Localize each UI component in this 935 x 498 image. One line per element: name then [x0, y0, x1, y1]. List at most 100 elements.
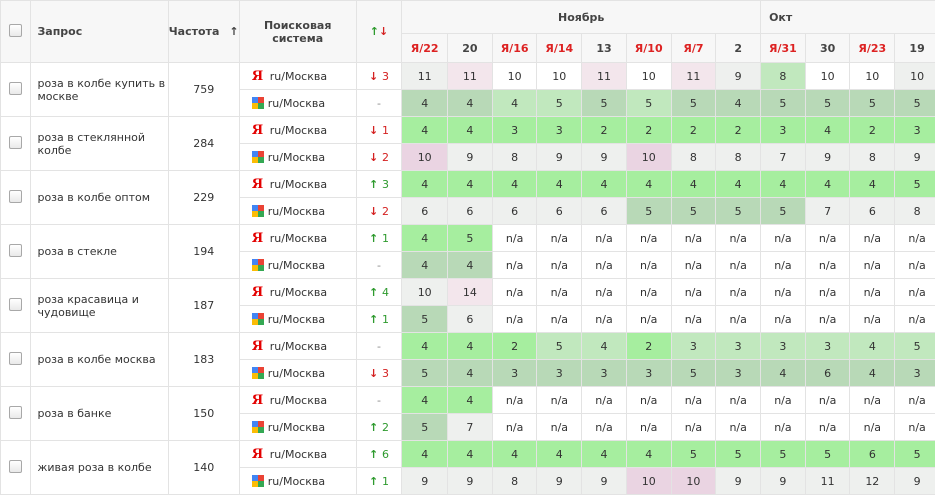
row-checkbox[interactable]: [0, 224, 32, 279]
position-cell: 4: [581, 170, 627, 198]
select-all-checkbox[interactable]: [0, 0, 32, 63]
google-icon: [251, 204, 264, 217]
position-cell: n/a: [581, 386, 627, 414]
position-cell: 4: [715, 89, 762, 117]
position-cell: 4: [536, 170, 583, 198]
position-cell: 9: [536, 467, 583, 495]
date-column-header: Я/7: [670, 33, 717, 63]
query-text: живая роза в колбе: [30, 440, 169, 495]
position-cell: 5: [894, 332, 935, 360]
query-column-header[interactable]: Запрос: [30, 0, 169, 63]
table-row: ru/Москва -4 4 4 5 5 5 5 4 5 5 5 5: [1, 89, 935, 117]
position-cell: n/a: [894, 224, 935, 252]
date-column-header: 30: [804, 33, 851, 63]
trend-value: 3: [381, 366, 389, 380]
row-checkbox[interactable]: [0, 170, 32, 225]
position-cell: 3: [491, 116, 538, 144]
region-label: ru/Москва: [267, 96, 326, 110]
checkbox[interactable]: [9, 135, 23, 149]
position-cell: 4: [401, 332, 449, 360]
position-cell: n/a: [536, 224, 583, 252]
row-checkbox[interactable]: [0, 386, 32, 441]
position-cell: 14: [447, 278, 493, 306]
row-checkbox[interactable]: [0, 332, 32, 387]
month-november: Ноябрь: [401, 0, 762, 34]
row-checkbox[interactable]: [0, 116, 32, 171]
position-cell: n/a: [670, 386, 717, 414]
region-label: ru/Москва: [269, 447, 328, 461]
trend-column-header[interactable]: ↑↓: [355, 0, 403, 63]
position-cell: 11: [804, 467, 851, 495]
position-cell: n/a: [625, 278, 672, 306]
frequency-label: Частота: [168, 25, 220, 38]
region-label: ru/Москва: [269, 339, 328, 353]
position-cell: 9: [581, 143, 627, 171]
sort-arrow-icon[interactable]: ↑: [229, 25, 239, 38]
trend-cell: ↓ 3: [355, 359, 403, 387]
position-cell: 9: [715, 62, 762, 90]
row-checkbox[interactable]: [0, 62, 32, 117]
position-cell: 3: [804, 332, 851, 360]
checkbox[interactable]: [9, 351, 23, 365]
position-cell: 3: [894, 359, 935, 387]
engine-google: ru/Москва: [238, 143, 357, 171]
position-cell: 7: [760, 143, 806, 171]
position-cell: 11: [670, 62, 717, 90]
position-cell: 5: [894, 170, 935, 198]
engine-google: ru/Москва: [238, 467, 357, 495]
position-cell: 5: [670, 440, 717, 468]
position-cell: n/a: [849, 278, 896, 306]
position-cell: 4: [804, 116, 851, 144]
arrow-down-icon: ↓: [368, 69, 382, 83]
position-cell: 4: [581, 440, 627, 468]
trend-cell: ↓ 3: [355, 62, 403, 90]
position-cell: n/a: [894, 305, 935, 333]
checkbox[interactable]: [9, 459, 23, 473]
position-cell: 5: [804, 89, 851, 117]
position-cell: n/a: [804, 413, 851, 441]
arrow-down-icon: ↓: [368, 366, 382, 380]
row-checkbox[interactable]: [0, 440, 32, 495]
trend-value: 1: [381, 474, 389, 488]
checkbox[interactable]: [9, 405, 23, 419]
engine-google: ru/Москва: [238, 413, 357, 441]
position-cell: n/a: [715, 251, 762, 279]
row-checkbox[interactable]: [0, 278, 32, 333]
position-cell: n/a: [804, 251, 851, 279]
checkbox[interactable]: [9, 189, 23, 203]
position-cell: n/a: [849, 305, 896, 333]
position-cell: 4: [447, 386, 493, 414]
checkbox[interactable]: [9, 243, 23, 257]
position-cell: 11: [401, 62, 449, 90]
region-label: ru/Москва: [269, 177, 328, 191]
date-column-header: Я/22: [401, 33, 449, 63]
frequency-column-header[interactable]: Частота ↑: [167, 0, 240, 63]
month-october: Окт: [760, 0, 935, 34]
position-cell: 9: [447, 467, 493, 495]
trend-cell: ↓ 1: [355, 116, 403, 144]
google-icon: [251, 366, 264, 379]
checkbox[interactable]: [9, 81, 23, 95]
position-cell: 4: [581, 332, 627, 360]
position-cell: 2: [625, 332, 672, 360]
position-cell: 5: [625, 89, 672, 117]
position-cell: n/a: [491, 251, 538, 279]
position-cell: 5: [760, 197, 806, 225]
trend-value: 1: [381, 231, 389, 245]
region-label: ru/Москва: [269, 285, 328, 299]
position-cell: n/a: [536, 278, 583, 306]
query-text: роза в колбе оптом: [30, 170, 169, 225]
checkbox[interactable]: [9, 23, 23, 37]
position-cell: 3: [760, 116, 806, 144]
checkbox[interactable]: [9, 297, 23, 311]
position-cell: n/a: [760, 305, 806, 333]
position-cell: 9: [581, 467, 627, 495]
date-label: 13: [596, 41, 612, 55]
yandex-icon: Я: [500, 41, 510, 55]
position-cell: 10: [401, 278, 449, 306]
